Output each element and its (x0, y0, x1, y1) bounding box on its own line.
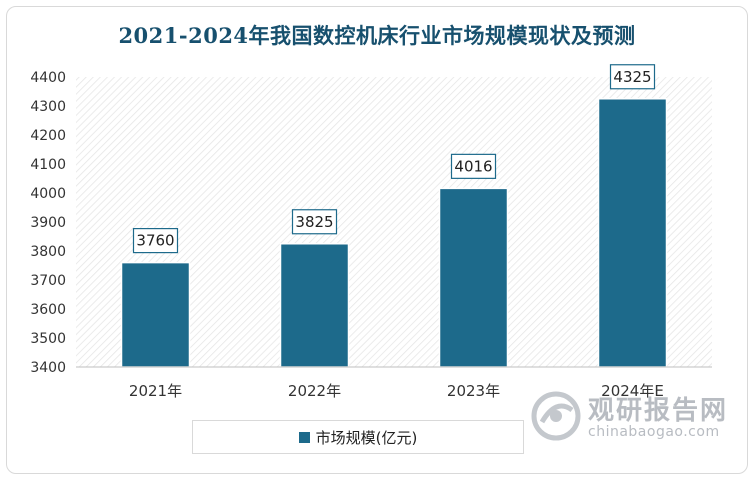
y-tick-label: 3700 (30, 273, 66, 289)
data-label-box (609, 64, 656, 90)
y-tick-label: 3600 (30, 302, 66, 318)
data-label: 4016 (454, 157, 492, 175)
legend-label: 市场规模(亿元) (315, 428, 418, 447)
data-label-box (291, 209, 338, 235)
watermark-cn: 观研报告网 (588, 396, 729, 426)
data-label: 4325 (613, 68, 651, 86)
y-tick-label: 3400 (30, 360, 66, 376)
x-tick-label: 2022年 (288, 382, 341, 400)
data-label-box (132, 228, 179, 254)
bar (279, 243, 350, 368)
y-tick-label: 4200 (30, 128, 66, 144)
y-tick-label: 3900 (30, 215, 66, 231)
bar (120, 261, 191, 368)
legend: 市场规模(亿元) (192, 420, 524, 454)
x-tick-label: 2023年 (447, 382, 500, 400)
y-tick-label: 4000 (30, 186, 66, 202)
legend-swatch (298, 431, 310, 443)
bar (597, 98, 668, 368)
watermark-logo-icon (531, 391, 581, 441)
data-label: 3825 (295, 213, 333, 231)
watermark-en: chinabaogao.com (588, 424, 720, 440)
watermark: 观研报告网 chinabaogao.com (528, 386, 738, 446)
x-tick-label: 2024年E (601, 382, 664, 400)
data-label: 3760 (136, 232, 174, 250)
y-tick-label: 4100 (30, 157, 66, 173)
y-tick-label: 3500 (30, 331, 66, 347)
y-tick-label: 4400 (30, 70, 66, 86)
bar (438, 187, 509, 368)
chart-title: 2021-2024年我国数控机床行业市场规模现状及预测 (118, 23, 636, 48)
data-label-box (450, 153, 497, 179)
y-tick-label: 3800 (30, 244, 66, 260)
y-tick-label: 4300 (30, 99, 66, 115)
x-tick-label: 2021年 (129, 382, 182, 400)
